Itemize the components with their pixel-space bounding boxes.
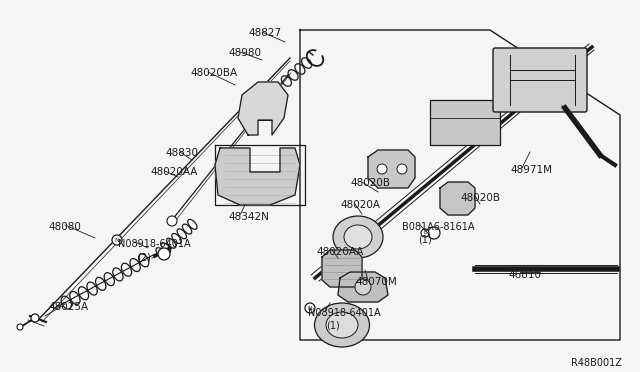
Circle shape xyxy=(17,324,23,330)
Circle shape xyxy=(305,303,315,313)
Polygon shape xyxy=(215,148,300,205)
Polygon shape xyxy=(368,150,415,188)
Ellipse shape xyxy=(344,225,372,249)
Text: 48827: 48827 xyxy=(248,28,281,38)
Text: 48020B: 48020B xyxy=(350,178,390,188)
Circle shape xyxy=(167,216,177,226)
Text: 46810: 46810 xyxy=(508,270,541,280)
Circle shape xyxy=(421,229,429,237)
Text: N08918-6401A: N08918-6401A xyxy=(118,239,191,249)
Ellipse shape xyxy=(333,216,383,258)
Text: 48980: 48980 xyxy=(228,48,261,58)
Polygon shape xyxy=(322,250,362,287)
Text: (2): (2) xyxy=(137,252,151,262)
Circle shape xyxy=(31,314,39,322)
Text: 48971M: 48971M xyxy=(510,165,552,175)
Text: 48020BA: 48020BA xyxy=(190,68,237,78)
Text: R48B001Z: R48B001Z xyxy=(571,358,622,368)
Circle shape xyxy=(355,279,371,295)
Text: (1): (1) xyxy=(326,320,340,330)
Circle shape xyxy=(397,164,407,174)
Text: B081A6-8161A: B081A6-8161A xyxy=(402,222,474,232)
Bar xyxy=(430,100,500,145)
Polygon shape xyxy=(440,182,475,215)
Text: 48020AA: 48020AA xyxy=(316,247,364,257)
Text: N08918-6401A: N08918-6401A xyxy=(308,308,381,318)
Text: 48020B: 48020B xyxy=(460,193,500,203)
Circle shape xyxy=(112,235,122,245)
Text: (1): (1) xyxy=(418,234,432,244)
Text: 48025A: 48025A xyxy=(48,302,88,312)
Circle shape xyxy=(428,227,440,239)
Text: 48070M: 48070M xyxy=(355,277,397,287)
Text: B: B xyxy=(423,231,427,235)
FancyBboxPatch shape xyxy=(493,48,587,112)
Text: 48080: 48080 xyxy=(48,222,81,232)
Text: 48830: 48830 xyxy=(165,148,198,158)
Polygon shape xyxy=(338,272,388,302)
Text: N: N xyxy=(115,237,120,243)
Text: 48020AA: 48020AA xyxy=(150,167,197,177)
Text: N: N xyxy=(308,305,312,311)
Circle shape xyxy=(377,164,387,174)
Circle shape xyxy=(158,248,170,260)
Text: 48342N: 48342N xyxy=(228,212,269,222)
Text: 48020A: 48020A xyxy=(340,200,380,210)
Ellipse shape xyxy=(314,303,369,347)
Polygon shape xyxy=(238,82,288,135)
Ellipse shape xyxy=(326,312,358,338)
